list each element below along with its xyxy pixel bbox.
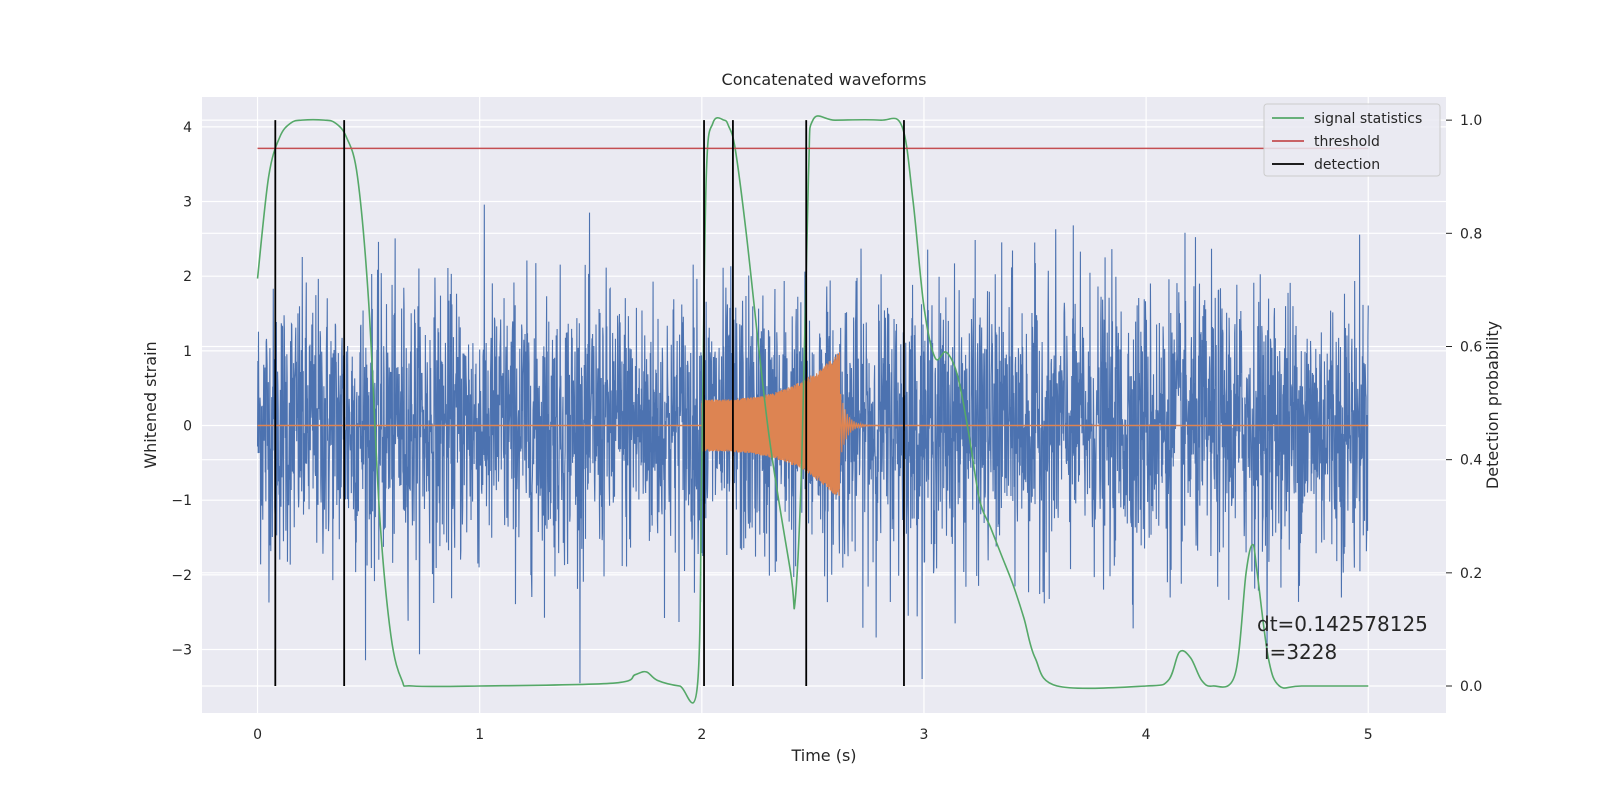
- x-tick-label: 5: [1364, 727, 1373, 743]
- legend-label-threshold: threshold: [1314, 134, 1380, 150]
- template-series-line: [701, 352, 907, 496]
- chart-title: Concatenated waveforms: [722, 70, 927, 89]
- y-axis-right-label: Detection probability: [1483, 321, 1502, 489]
- legend-label-detection: detection: [1314, 157, 1380, 173]
- annotation-index: i=3228: [1264, 640, 1337, 664]
- y-right-tick-label: 0.4: [1460, 453, 1482, 469]
- y-tick-label: −3: [171, 643, 192, 659]
- x-tick-label: 1: [475, 727, 484, 743]
- x-axis-label: Time (s): [790, 746, 856, 765]
- y-right-tick-label: 0.8: [1460, 226, 1482, 242]
- legend-label-signal-statistics: signal statistics: [1314, 111, 1422, 127]
- y-tick-label: 0: [183, 419, 192, 435]
- y-right-tick-label: 1.0: [1460, 113, 1482, 129]
- y-tick-label: 3: [183, 195, 192, 211]
- y-tick-label: 4: [183, 120, 192, 136]
- y-right-tick-label: 0.6: [1460, 339, 1482, 355]
- tick-labels: 0 1 2 3 4 5 −3 −2 −1 0 1 2 3 4 0.0 0.2 0.4 0.6 0.8 1.0: [171, 113, 1482, 743]
- detection-lines: [274, 120, 905, 687]
- y-tick-label: −2: [171, 568, 192, 584]
- legend: signal statistics threshold detection: [1263, 103, 1441, 177]
- y-tick-label: −1: [171, 493, 192, 509]
- x-tick-label: 3: [920, 727, 929, 743]
- x-tick-label: 4: [1142, 727, 1151, 743]
- x-tick-label: 2: [697, 727, 706, 743]
- x-tick-label: 0: [253, 727, 262, 743]
- signal-statistics-line: [256, 115, 1369, 704]
- y-tick-label: 1: [183, 344, 192, 360]
- y-right-tick-label: 0.0: [1460, 679, 1482, 695]
- y-right-tick-label: 0.2: [1460, 566, 1482, 582]
- legend-box: [1263, 103, 1441, 177]
- y-tick-label: 2: [183, 269, 192, 285]
- annotation-dt: dt=0.142578125: [1257, 612, 1428, 636]
- y-axis-label: Whitened strain: [141, 341, 160, 468]
